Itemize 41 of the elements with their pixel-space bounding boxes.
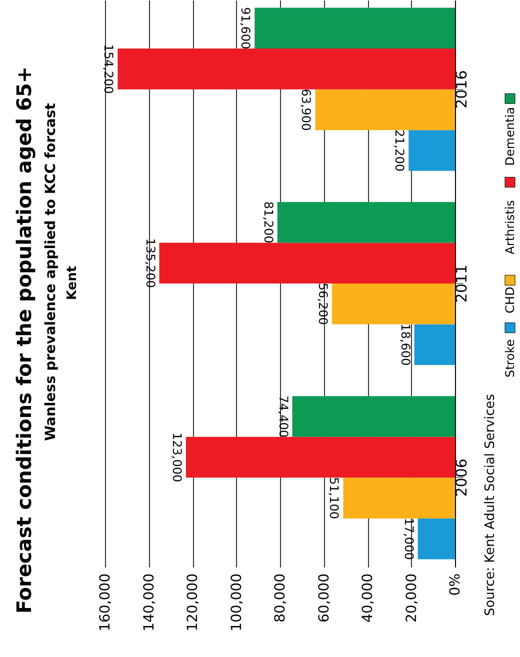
data-label: 81,200: [261, 201, 276, 244]
x-tick-label: 0%: [448, 574, 464, 596]
text: Wanless prevalence applied to KCC forcast: [43, 102, 59, 441]
x-tick-label: 80,000: [272, 574, 288, 622]
bar: [408, 130, 455, 171]
x-tick-label: 60,000: [316, 574, 332, 622]
source-note: Source: Kent Adult Social Services: [483, 394, 498, 616]
bar: [186, 436, 455, 478]
data-label: 74,400: [276, 396, 290, 438]
bar: [292, 396, 455, 437]
data-label: 51,100: [327, 477, 342, 520]
x-tick-label: 20,000: [404, 574, 420, 622]
data-label: 63,900: [299, 88, 314, 131]
x-tick-label: 140,000: [141, 574, 158, 632]
x-tick-label: 160,000: [98, 574, 114, 632]
text: Forecast conditions for the population aged 65+: [12, 66, 36, 614]
bar: [332, 284, 455, 324]
bar: [315, 89, 455, 130]
bar: [118, 48, 455, 90]
data-label: 91,600: [238, 7, 253, 50]
x-tick-label: 100,000: [228, 574, 245, 632]
bar: [343, 478, 455, 518]
legend-label: Arthristis: [503, 200, 517, 254]
bar: [254, 8, 455, 49]
bar: [418, 518, 455, 560]
data-label: 18,600: [398, 324, 412, 366]
bar: [277, 202, 455, 243]
data-label: 154,200: [102, 44, 116, 94]
data-label: 17,000: [402, 518, 416, 560]
data-label: 21,200: [392, 129, 407, 172]
text: Kent: [65, 266, 80, 300]
bar: [414, 324, 455, 366]
data-label: 135,200: [143, 238, 158, 288]
data-label: 123,000: [170, 432, 184, 482]
legend-label: CHD: [503, 286, 517, 314]
x-tick-label: 120,000: [185, 574, 201, 632]
x-tick-label: 40,000: [360, 574, 376, 622]
bar: [159, 242, 455, 284]
legend-label: Stroke: [503, 339, 517, 378]
data-label: 56,200: [316, 282, 330, 325]
legend-label: Dementia: [503, 107, 517, 166]
